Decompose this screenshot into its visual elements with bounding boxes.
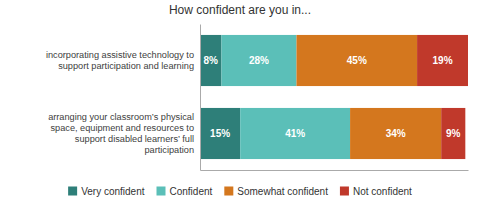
category-label-line: arranging your classroom’s physical bbox=[48, 112, 194, 122]
legend-swatch bbox=[157, 187, 166, 196]
chart: How confident are you in... 8% 15% 28% 41% 45… bbox=[0, 0, 480, 202]
legend-swatch bbox=[340, 187, 349, 196]
bar-segment bbox=[417, 35, 468, 86]
category-label-line: support participation and learning bbox=[58, 61, 194, 71]
data-label: 15% bbox=[210, 128, 230, 139]
bar-segment bbox=[221, 35, 296, 86]
legend-swatch bbox=[68, 187, 77, 196]
legend-item: Very confident bbox=[68, 186, 145, 197]
bar-segment bbox=[441, 108, 465, 159]
bar-segment bbox=[296, 35, 417, 86]
data-label: 45% bbox=[347, 55, 367, 66]
y-axis bbox=[200, 25, 201, 171]
data-label: 9% bbox=[446, 128, 461, 139]
data-label: 8% bbox=[203, 55, 218, 66]
bar-segment bbox=[240, 108, 350, 159]
legend-label: Very confident bbox=[81, 186, 145, 197]
category-label-line: participation bbox=[144, 145, 194, 155]
data-label: 41% bbox=[285, 128, 305, 139]
category-label: incorporating assistive technology tosup… bbox=[46, 50, 194, 71]
legend-item: Not confident bbox=[340, 186, 412, 197]
legend-item: Confident bbox=[157, 186, 213, 197]
bars bbox=[200, 35, 468, 159]
category-label-line: support disabled learners’ full bbox=[75, 134, 194, 144]
legend-item: Somewhat confident bbox=[224, 186, 328, 197]
category-label-line: incorporating assistive technology to bbox=[46, 50, 194, 60]
legend: Very confident Confident Somewhat confiden… bbox=[68, 186, 412, 197]
legend-swatch bbox=[224, 187, 233, 196]
data-label: 28% bbox=[249, 55, 269, 66]
bar-segment bbox=[200, 35, 221, 86]
category-label-line: space, equipment and resources to bbox=[50, 123, 194, 133]
legend-label: Not confident bbox=[353, 186, 412, 197]
title: How confident are you in... bbox=[169, 3, 311, 17]
category-label: arranging your classroom’s physicalspace… bbox=[48, 112, 194, 155]
x-axis-line bbox=[201, 170, 469, 171]
plot: 8% 15% 28% 41% 45% 34% 19% 9% incorporating assi… bbox=[46, 25, 469, 171]
data-label: 34% bbox=[386, 128, 406, 139]
legend-label: Confident bbox=[170, 186, 213, 197]
data-label: 19% bbox=[433, 55, 453, 66]
legend-label: Somewhat confident bbox=[237, 186, 328, 197]
data-labels: 8% 15% 28% 41% 45% 34% 19% 9% bbox=[203, 55, 460, 139]
bar-segment bbox=[200, 108, 240, 159]
y-axis-line bbox=[200, 25, 201, 171]
bar-segment bbox=[350, 108, 441, 159]
x-axis bbox=[201, 170, 469, 171]
